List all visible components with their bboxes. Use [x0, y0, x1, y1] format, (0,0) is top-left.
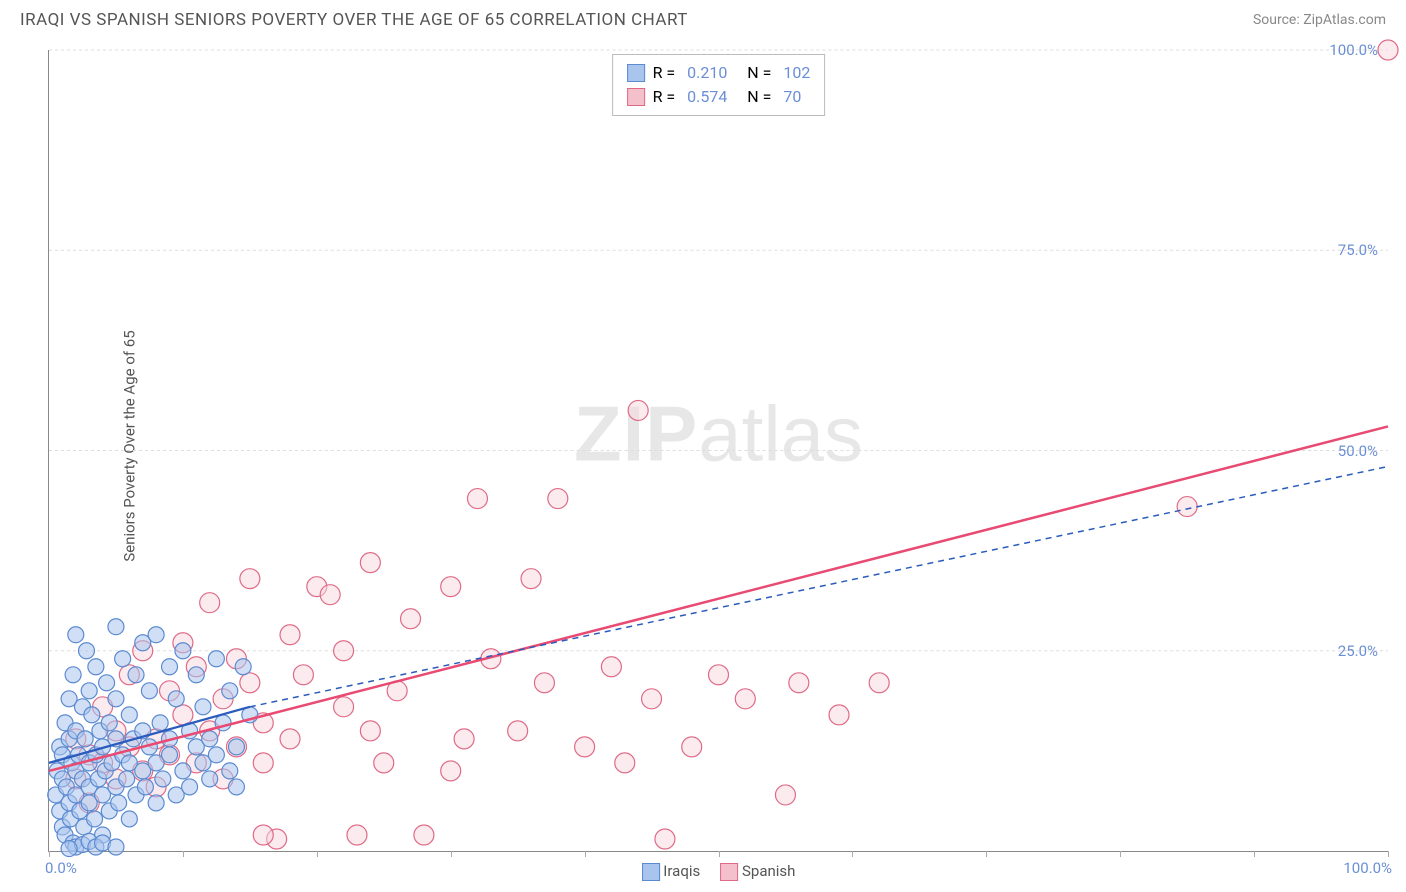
x-axis-max-label: 100.0% — [1343, 859, 1392, 877]
correlation-legend-box: R = 0.210 N = 102 R = 0.574 N = 70 — [612, 54, 826, 116]
y-tick-label: 100.0% — [1329, 41, 1378, 59]
source-label: Source: ZipAtlas.com — [1253, 12, 1386, 28]
x-tick — [852, 851, 853, 857]
swatch-iraqis — [627, 64, 645, 82]
chart-plot-area: ZIPatlas R = 0.210 N = 102 R = 0.574 N =… — [48, 50, 1388, 852]
x-tick — [451, 851, 452, 857]
x-tick — [183, 851, 184, 857]
x-tick — [49, 851, 50, 857]
x-tick — [986, 851, 987, 857]
y-tick-label: 25.0% — [1338, 642, 1378, 660]
scatter-plot-svg — [49, 50, 1388, 851]
legend-item-iraqis: Iraqis — [642, 862, 701, 881]
x-tick — [585, 851, 586, 857]
y-tick-label: 75.0% — [1338, 241, 1378, 259]
x-tick — [719, 851, 720, 857]
x-tick — [317, 851, 318, 857]
series-legend: Iraqis Spanish — [642, 862, 796, 881]
swatch-spanish-bottom — [720, 863, 738, 881]
x-tick — [1254, 851, 1255, 857]
legend-stats-row-iraqis: R = 0.210 N = 102 — [627, 61, 811, 85]
x-tick — [1120, 851, 1121, 857]
y-tick-label: 50.0% — [1338, 442, 1378, 460]
swatch-iraqis-bottom — [642, 863, 660, 881]
swatch-spanish — [627, 88, 645, 106]
x-tick — [1388, 851, 1389, 857]
chart-title: IRAQI VS SPANISH SENIORS POVERTY OVER TH… — [20, 10, 688, 30]
legend-item-spanish: Spanish — [720, 862, 795, 881]
x-axis-min-label: 0.0% — [45, 859, 77, 877]
legend-stats-row-spanish: R = 0.574 N = 70 — [627, 85, 811, 109]
